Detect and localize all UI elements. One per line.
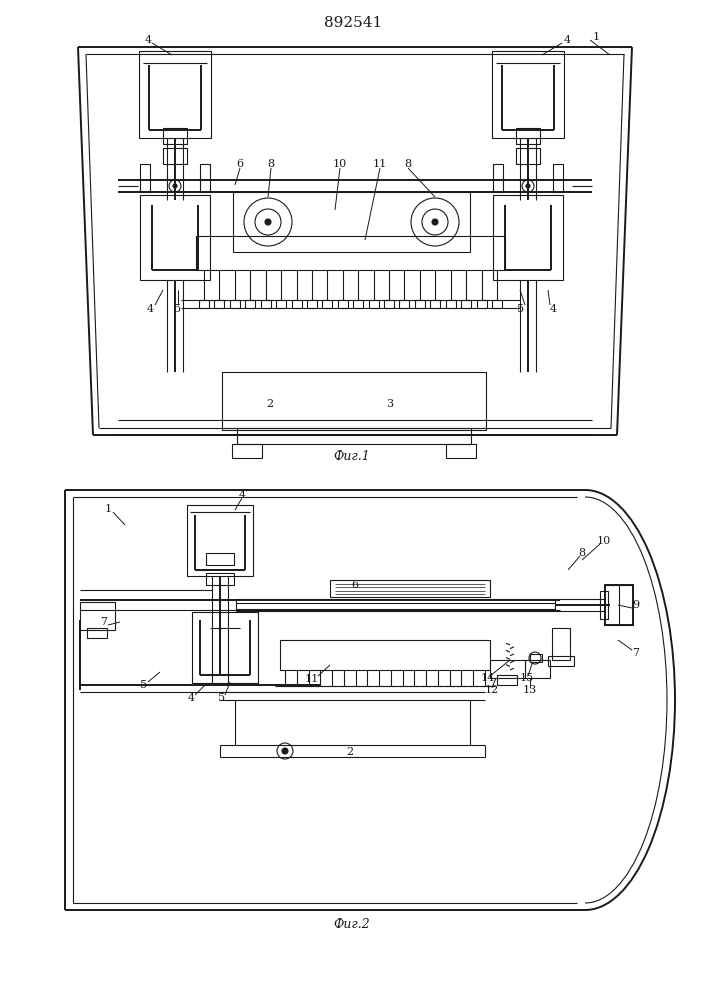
Bar (214, 300, 224, 308)
Bar (163, 148, 187, 164)
Bar (230, 300, 240, 308)
Text: 3: 3 (387, 399, 394, 409)
Bar (493, 195, 563, 280)
Text: 5: 5 (218, 693, 226, 703)
Bar (236, 599, 555, 611)
Bar (445, 300, 456, 308)
Bar (245, 300, 255, 308)
Bar (446, 444, 476, 458)
Bar (516, 128, 540, 144)
Bar (140, 164, 150, 192)
Text: 5: 5 (141, 680, 148, 690)
Text: 11: 11 (305, 674, 319, 684)
Text: 8: 8 (404, 159, 411, 169)
Bar (384, 300, 394, 308)
Bar (322, 300, 332, 308)
Bar (330, 580, 490, 597)
Bar (548, 656, 574, 666)
Text: 11: 11 (373, 159, 387, 169)
Bar (461, 300, 471, 308)
Circle shape (265, 219, 271, 225)
Bar (87, 628, 107, 638)
Bar (280, 640, 490, 670)
Bar (490, 660, 525, 678)
Bar (525, 660, 550, 678)
Bar (354, 300, 363, 308)
Bar (492, 300, 502, 308)
Bar (600, 591, 608, 619)
Bar (530, 654, 542, 662)
Bar (261, 300, 271, 308)
Bar (291, 300, 301, 308)
Text: Фиг.1: Фиг.1 (334, 450, 370, 462)
Bar (140, 195, 210, 280)
Bar (163, 128, 187, 144)
Circle shape (526, 184, 530, 188)
Text: 4: 4 (563, 35, 571, 45)
Bar (80, 602, 115, 630)
Text: 2: 2 (346, 747, 354, 757)
Text: 14: 14 (481, 673, 495, 683)
Bar (222, 372, 486, 430)
Bar (492, 51, 564, 138)
Bar (431, 300, 440, 308)
Text: 13: 13 (523, 685, 537, 695)
Bar (338, 300, 348, 308)
Text: 4: 4 (146, 304, 153, 314)
Text: 4: 4 (549, 304, 556, 314)
Bar (415, 300, 425, 308)
Circle shape (173, 184, 177, 188)
Circle shape (432, 219, 438, 225)
Text: 4: 4 (238, 490, 245, 500)
Bar (553, 164, 563, 192)
Text: Фиг.2: Фиг.2 (334, 918, 370, 930)
Bar (235, 700, 470, 745)
Text: 10: 10 (333, 159, 347, 169)
Text: 1: 1 (105, 504, 112, 514)
Bar (493, 164, 503, 192)
Bar (232, 444, 262, 458)
Text: 15: 15 (520, 673, 534, 683)
Bar (200, 164, 210, 192)
Bar (516, 148, 540, 164)
Text: 4: 4 (187, 693, 194, 703)
Bar (192, 612, 258, 683)
Text: 8: 8 (578, 548, 585, 558)
Text: 7: 7 (100, 617, 107, 627)
Text: 4: 4 (144, 35, 151, 45)
Bar (276, 300, 286, 308)
Bar (497, 675, 517, 685)
Bar (139, 51, 211, 138)
Text: 1: 1 (592, 32, 600, 42)
Bar (307, 300, 317, 308)
Text: 892541: 892541 (324, 16, 382, 30)
Bar (237, 428, 471, 444)
Bar (199, 300, 209, 308)
Text: 5: 5 (518, 304, 525, 314)
Bar (605, 585, 633, 625)
Text: 2: 2 (267, 399, 274, 409)
Text: 6: 6 (236, 159, 244, 169)
Bar (206, 573, 234, 585)
Text: 7: 7 (633, 648, 640, 658)
Bar (368, 300, 379, 308)
Bar (187, 505, 253, 576)
Text: 9: 9 (633, 600, 640, 610)
Text: 8: 8 (267, 159, 274, 169)
Bar (206, 553, 234, 565)
Bar (196, 236, 505, 270)
Text: 10: 10 (597, 536, 611, 546)
Circle shape (282, 748, 288, 754)
Bar (552, 628, 570, 660)
Bar (477, 300, 486, 308)
Bar (233, 192, 470, 252)
Bar (399, 300, 409, 308)
Text: 6: 6 (351, 580, 358, 590)
Text: 12: 12 (485, 685, 499, 695)
Text: 5: 5 (175, 304, 182, 314)
